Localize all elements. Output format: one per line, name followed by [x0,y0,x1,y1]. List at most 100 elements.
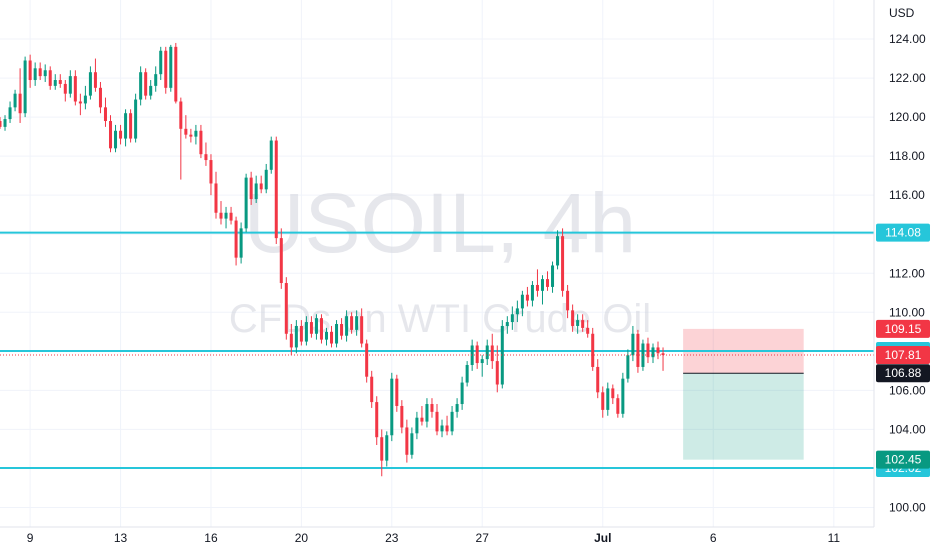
price-badge-label: 114.08 [885,226,921,240]
candle-body [340,324,344,336]
candle-body [651,347,655,358]
candle-body [405,427,409,455]
candle-body [124,113,128,139]
candle-body [239,228,243,258]
candle-body [360,316,364,344]
candle-body [139,72,143,100]
candle-body [571,310,575,326]
candle-body [149,85,153,96]
candle-body [561,236,565,291]
candle-body [430,404,434,412]
candle-body [576,320,580,326]
time-axis-tick-label: 16 [204,531,218,545]
candle-body [530,284,534,301]
candle-body [656,347,660,354]
candle-body [134,99,138,139]
candle-body [264,169,268,190]
candle-body [199,130,203,155]
candle-body [646,343,650,358]
candle-body [219,212,223,219]
time-axis-tick-label: 6 [710,531,717,545]
candle-body [259,183,263,190]
candle-body [551,265,555,287]
candle-body [83,95,87,104]
candle-body [28,60,32,81]
candle-body [8,107,12,120]
candle-body [500,325,504,385]
watermark-symbol: USOIL, 4h [244,176,636,270]
candle-body [621,378,625,414]
candle-body [269,140,273,170]
price-badge [876,319,930,338]
candle-body [249,177,253,200]
candle-body [108,121,113,149]
time-axis-tick-label: 9 [27,531,34,545]
watermark-description: CFDs on WTI Crude Oil [229,297,651,341]
candle-body [48,70,52,86]
candle-body [505,322,509,326]
candle-body [53,80,57,86]
candle-body [114,130,118,149]
candle-body [515,308,519,315]
candle-body [93,72,97,88]
take-profit-zone [683,373,804,460]
candle-body [194,130,198,137]
candle-body [520,294,524,309]
candle-body [63,83,67,94]
time-axis-tick-label: 11 [828,531,841,545]
watermark: USOIL, 4h CFDs on WTI Crude Oil [229,176,651,341]
candle-body [289,333,293,348]
candle-body [370,376,374,403]
candle-body [68,76,72,94]
candle-body [254,183,258,200]
candle-body [661,353,665,356]
candle-body [279,238,283,284]
candle-body [209,160,213,184]
candle-body [299,325,303,342]
candle-body [159,50,163,75]
candle-body [606,388,610,410]
candle-body [314,318,318,334]
candle-body [43,70,47,77]
candle-body [510,314,514,323]
candle-body [390,378,394,436]
price-axis-tick-label: 100.00 [889,500,926,514]
candle-body [540,279,544,291]
candle-body [33,68,37,81]
candle-body [535,284,539,291]
candle-body [330,331,334,344]
candle-body [465,364,469,383]
candle-body [470,345,474,365]
candle-body [440,425,444,432]
candle-body [88,72,92,96]
candle-body [154,74,158,86]
candle-body [184,128,188,135]
candle-body [375,402,379,438]
candle-body [304,322,308,342]
candle-body [58,80,62,84]
candle-body [345,316,349,336]
candle-body [355,316,359,330]
price-axis-tick-label: 104.00 [889,422,926,436]
candle-body [294,325,298,348]
candle-body [3,119,7,127]
candle-body [450,411,454,432]
candle-body [0,121,2,127]
candle-body [284,283,288,334]
candle-body [611,388,615,399]
candle-body [229,212,233,221]
candle-body [319,318,323,340]
candle-body [78,101,82,104]
candle-body [475,345,479,364]
horizontal-lines[interactable] [0,231,874,470]
position-tool[interactable] [683,328,804,460]
price-badge-label: 102.45 [885,453,922,467]
candle-body [435,411,439,432]
candle-body [626,355,630,379]
candle-body [169,46,173,88]
currency-label: USD [889,6,915,20]
time-axis-tick-label: 13 [114,531,128,545]
price-badge-label: 107.81 [885,348,922,362]
